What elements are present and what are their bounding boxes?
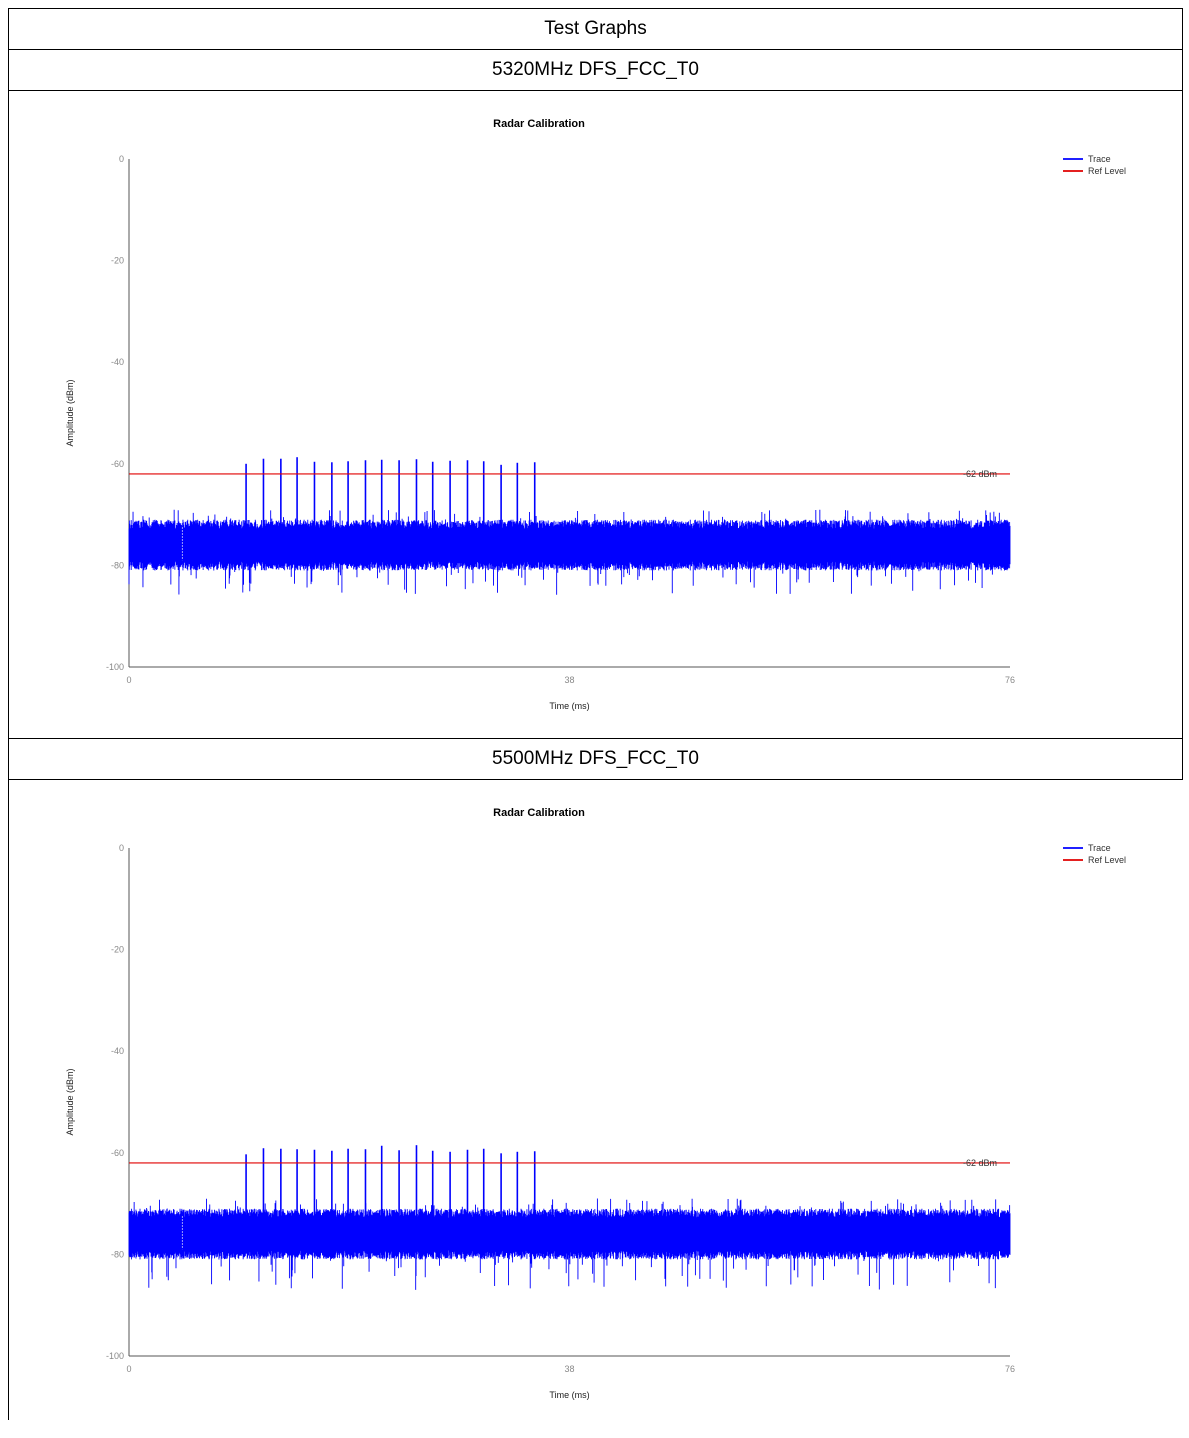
- legend-label: Ref Level: [1088, 166, 1126, 176]
- chart-title: Radar Calibration: [493, 118, 585, 130]
- y-tick-label: -40: [111, 357, 124, 367]
- y-tick-label: 0: [119, 154, 124, 164]
- y-tick-label: -60: [111, 1148, 124, 1158]
- section-label-2: 5500MHz DFS_FCC_T0: [8, 738, 1183, 779]
- x-tick-label: 0: [126, 675, 131, 685]
- chart-cell-1: Radar Calibration 0 -20 -40 -60 -80 -100 0 38 76 T…: [8, 90, 1183, 738]
- x-axis-label: Time (ms): [549, 701, 589, 711]
- x-tick-label: 76: [1005, 675, 1015, 685]
- y-axis-label: Amplitude (dBm): [65, 1068, 75, 1135]
- y-tick-label: -20: [111, 945, 124, 955]
- y-tick-label: -60: [111, 459, 124, 469]
- legend-label: Trace: [1088, 843, 1111, 853]
- y-tick-label: -80: [111, 1249, 124, 1259]
- y-tick-label: -100: [106, 1351, 124, 1361]
- y-tick-label: -20: [111, 256, 124, 266]
- legend-label: Trace: [1088, 154, 1111, 164]
- section-label-1: 5320MHz DFS_FCC_T0: [8, 49, 1183, 90]
- x-tick-label: 76: [1005, 1364, 1015, 1374]
- trace-noise: [128, 1198, 1011, 1290]
- chart-cell-2: Radar Calibration 0 -20 -40 -60 -80 -100 0 38 76 T…: [8, 779, 1183, 1420]
- chart-title: Radar Calibration: [493, 807, 585, 819]
- x-tick-label: 38: [564, 1364, 574, 1374]
- report-sheet: Test Graphs 5320MHz DFS_FCC_T0 Radar Cal…: [8, 8, 1183, 1420]
- ref-level-label: -62 dBm: [963, 1158, 997, 1168]
- y-tick-label: -80: [111, 560, 124, 570]
- trace-noise: [128, 509, 1011, 595]
- x-tick-label: 0: [126, 1364, 131, 1374]
- y-tick-label: 0: [119, 843, 124, 853]
- table-header-title: Test Graphs: [8, 8, 1183, 49]
- x-tick-label: 38: [564, 675, 574, 685]
- legend-label: Ref Level: [1088, 855, 1126, 865]
- ref-level-label: -62 dBm: [963, 469, 997, 479]
- x-axis-label: Time (ms): [549, 1390, 589, 1400]
- y-tick-label: -100: [106, 662, 124, 672]
- y-tick-label: -40: [111, 1046, 124, 1056]
- y-axis-label: Amplitude (dBm): [65, 379, 75, 446]
